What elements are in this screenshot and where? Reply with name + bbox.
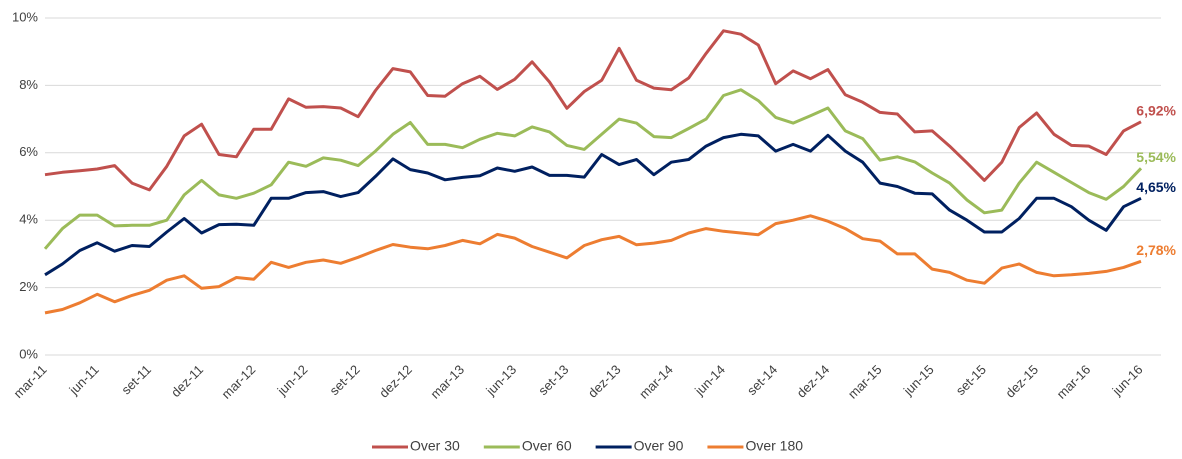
x-tick-label: dez-13 [585, 362, 624, 401]
x-tick-label: jun-13 [482, 362, 519, 399]
y-tick-label: 8% [19, 77, 38, 92]
legend-label: Over 30 [410, 438, 460, 454]
legend-label: Over 60 [522, 438, 572, 454]
x-tick-label: mar-11 [11, 362, 50, 401]
x-tick-label: jun-11 [66, 362, 102, 398]
x-tick-label: dez-15 [1002, 362, 1041, 401]
x-tick-label: set-14 [744, 362, 780, 398]
y-tick-label: 2% [19, 279, 38, 294]
series-line [43, 88, 1143, 250]
x-tick-label: jun-15 [900, 362, 937, 399]
x-tick-label: set-13 [535, 362, 571, 398]
x-tick-label: set-12 [327, 362, 363, 398]
data-label: 4,65% [1136, 179, 1176, 195]
x-tick-label: mar-16 [1054, 362, 1094, 402]
x-tick-label: mar-13 [427, 362, 467, 402]
y-tick-label: 6% [19, 144, 38, 159]
x-tick-label: jun-14 [691, 362, 728, 399]
series-line [44, 214, 1142, 315]
y-tick-label: 10% [12, 9, 38, 24]
series-line [44, 29, 1142, 192]
x-tick-label: mar-15 [845, 362, 885, 402]
series-line [44, 132, 1142, 277]
data-label: 2,78% [1136, 242, 1176, 258]
legend-label: Over 180 [745, 438, 803, 454]
data-label: 5,54% [1136, 149, 1176, 165]
x-tick-label: dez-11 [168, 362, 206, 400]
x-tick-label: dez-12 [376, 362, 415, 401]
legend: Over 30 Over 60 Over 90 Over 180 [372, 438, 803, 454]
x-tick-label: mar-12 [219, 362, 259, 402]
y-tick-label: 0% [19, 346, 38, 361]
x-tick-label: set-11 [118, 362, 153, 397]
x-tick-label: set-15 [953, 362, 989, 398]
x-tick-label: dez-14 [794, 362, 833, 401]
x-tick-label: jun-16 [1109, 362, 1146, 399]
x-tick-label: jun-12 [274, 362, 311, 399]
legend-label: Over 90 [634, 438, 684, 454]
y-tick-label: 4% [19, 212, 38, 227]
x-tick-label: mar-14 [636, 362, 676, 402]
data-label: 6,92% [1136, 102, 1176, 118]
